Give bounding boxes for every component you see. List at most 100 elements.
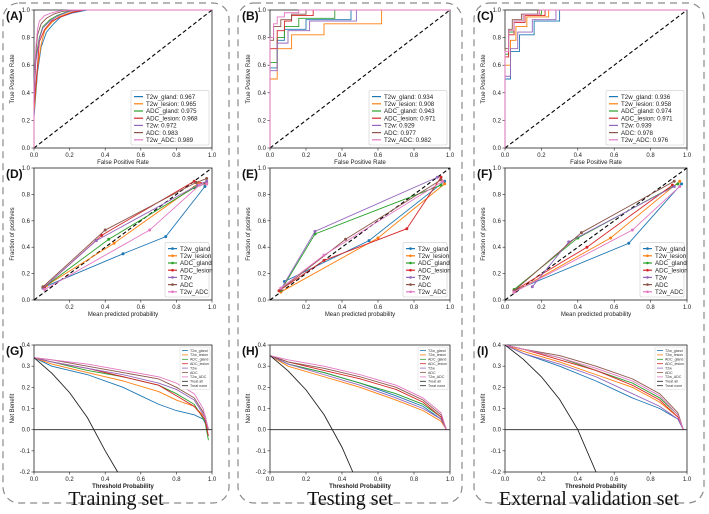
panel-b-legend-entry: T2w_lesion: 0.908 [384, 101, 435, 108]
panel-d-legend-entry: T2w_gland [180, 246, 211, 253]
panel-e-ylabel: Fraction of positives [246, 207, 252, 260]
panel-d-xlabel: Mean predicted probability [88, 312, 158, 318]
panel-h-xtick-label: 0.4 [338, 477, 347, 483]
panel-c-legend-entry: T2w_ADC: 0.976 [621, 137, 669, 144]
panel-i-ytick-label: 0.0 [493, 428, 502, 434]
panel-a-series-t2w-adc [33, 9, 212, 148]
panel-b-legend-entry: T2w_ADC: 0.982 [384, 137, 432, 144]
panel-f-point-t2w [672, 184, 676, 188]
panel-g-legend-entry: T2w_lesion [190, 353, 208, 357]
panel-h-xtick-label: 1.0 [446, 477, 455, 483]
panel-e-legend-entry: T2w_ADC [418, 289, 447, 296]
panel-a-legend-entry: T2w_lesion: 0.965 [146, 101, 197, 108]
panel-b-xtick-label: 0.2 [302, 153, 311, 159]
panel-g-series-t2w-adc [33, 357, 209, 430]
panel-g-xtick-label: 0.6 [137, 477, 146, 483]
panel-i-ytick-label: -0.1 [491, 449, 502, 455]
panel-f-ytick-label: 0.4 [493, 245, 502, 251]
panel-g-legend-entry: T2w_gland [190, 349, 208, 353]
panel-f-xtick-label: 0.6 [610, 305, 619, 311]
panel-f-legend-marker [646, 283, 649, 286]
panel-e-ytick-label: 1.0 [258, 166, 267, 172]
panel-i-xtick-label: 0.2 [537, 477, 546, 483]
panel-f-legend-marker [646, 290, 649, 294]
panel-c-series-adc [504, 9, 687, 148]
panel-g: (G) 0.0 0.2 0.4 0.6 0.8 1.0 -0.2 -0.1 0.0 0.1 0.2 0.… [6, 343, 217, 490]
panel-a-letter: (A) [6, 9, 23, 23]
panel-i-xlabel: Threshold Probability [565, 484, 627, 490]
panel-a: (A) 0.0 0.2 0.4 0.6 0.8 1.0 0.0 0.2 0.4 0.6 0.8 1.0 F… [6, 8, 217, 166]
panel-f-legend-entry: T2w [655, 275, 667, 282]
panel-c-ytick-label: 0.6 [493, 63, 502, 69]
panel-d-series-t2w-adc [44, 183, 207, 290]
panel-b-xtick-label: 0.8 [410, 153, 419, 159]
panel-b-xtick-label: 0.6 [374, 153, 383, 159]
panel-f-point-adc [672, 179, 676, 183]
panel-g-series-treat-all [33, 357, 119, 473]
panels: (A) 0.0 0.2 0.4 0.6 0.8 1.0 0.0 0.2 0.4 0.6 0.8 1.0 F… [6, 8, 692, 490]
panel-b-ytick-label: 0.4 [258, 91, 267, 97]
panel-f-point-t2w-gland [680, 182, 684, 186]
panel-h-legend-entry: ADC [428, 371, 436, 375]
panel-d-legend-marker [171, 276, 174, 279]
panel-e-point-adc-lesion [405, 227, 409, 231]
panel-b-legend-entry: T2w: 0.929 [384, 123, 415, 130]
panel-b-xlabel: False Positive Rate [334, 160, 386, 166]
panel-e-point-adc [344, 237, 348, 241]
panel-f-point-t2w-adc [630, 228, 634, 232]
panel-f-legend-entry: T2w_lesion [655, 253, 687, 260]
panel-a-ytick-label: 0.6 [22, 63, 31, 69]
panel-h-ytick-label: 0.4 [258, 343, 267, 349]
panel-h-legend-entry: T2w [428, 366, 435, 370]
panel-d-letter: (D) [6, 167, 23, 181]
panel-a-xtick-label: 0.6 [137, 153, 146, 159]
panel-e-point-t2w [313, 229, 317, 233]
panel-e-legend-marker [409, 254, 412, 258]
panel-e-legend-entry: ADC_lesion [418, 267, 451, 274]
panel-b-series-adc-lesion [269, 9, 450, 148]
panel-b-series-t2w-lesion [269, 9, 450, 148]
panel-e-legend-marker [409, 247, 412, 250]
panel-b-ytick-label: 0.8 [258, 36, 267, 42]
panel-d-legend-marker [171, 283, 174, 286]
panel-g-series-t2w-gland [33, 357, 209, 430]
panel-i-legend-entry: ADC [665, 371, 673, 375]
panel-d-point-adc-gland [107, 237, 111, 241]
panel-h-ytick-label: -0.1 [256, 449, 267, 455]
panel-d-xtick-label: 1.0 [208, 305, 217, 311]
panel-e-ytick-label: 0.6 [258, 219, 267, 225]
panel-i-ytick-label: -0.2 [491, 470, 502, 476]
panel-g-series-t2w-lesion [33, 357, 209, 430]
panel-f-legend-marker [646, 268, 649, 272]
panel-h-series-treat-all [269, 355, 354, 473]
panel-i: (I) 0.0 0.2 0.4 0.6 0.8 1.0 -0.2 -0.1 0.0 0.1 0.2 0.… [477, 343, 692, 490]
panel-f-ytick-label: 0.0 [493, 298, 502, 304]
panel-c-series-t2w-adc [504, 9, 687, 148]
panel-c-xtick-label: 0.0 [501, 153, 510, 159]
panel-i-legend-entry: T2w [665, 366, 672, 370]
panel-i-legend-entry: Treat none [665, 384, 682, 388]
panel-b-ytick-label: 1.0 [258, 8, 267, 14]
panel-h-legend-entry: T2w_lesion [428, 353, 446, 357]
panel-h-xlabel: Threshold Probability [329, 484, 391, 490]
panel-d-legend-marker [171, 261, 174, 265]
panel-d-xtick-label: 0.6 [137, 305, 146, 311]
panel-c-xtick-label: 0.2 [537, 153, 546, 159]
panel-i-ytick-label: 0.1 [493, 407, 502, 413]
panel-a-xtick-label: 0.2 [65, 153, 74, 159]
panel-c-ytick-label: 0.0 [493, 146, 502, 152]
panel-f-legend-entry: ADC_lesion [655, 267, 688, 274]
panel-a-ylabel: True Positive Rate [10, 54, 16, 104]
panel-d-xtick-label: 0.2 [65, 305, 74, 311]
panel-f-ytick-label: 0.8 [493, 192, 502, 198]
panel-c-legend-entry: ADC_gland: 0.974 [621, 108, 672, 115]
panel-b: (B) 0.0 0.2 0.4 0.6 0.8 1.0 0.0 0.2 0.4 0.6 0.8 1.0 F… [242, 8, 455, 166]
panel-i-legend-box [654, 346, 686, 390]
panel-c-xtick-label: 0.4 [574, 153, 583, 159]
panel-c-ytick-label: 0.2 [493, 118, 502, 124]
panel-a-ytick-label: 1.0 [22, 8, 31, 14]
panel-e-xtick-label: 0.2 [302, 305, 311, 311]
panel-b-legend-box [368, 90, 448, 146]
panel-f-point-adc [579, 231, 583, 235]
panel-e-legend-entry: ADC_gland [418, 260, 450, 267]
